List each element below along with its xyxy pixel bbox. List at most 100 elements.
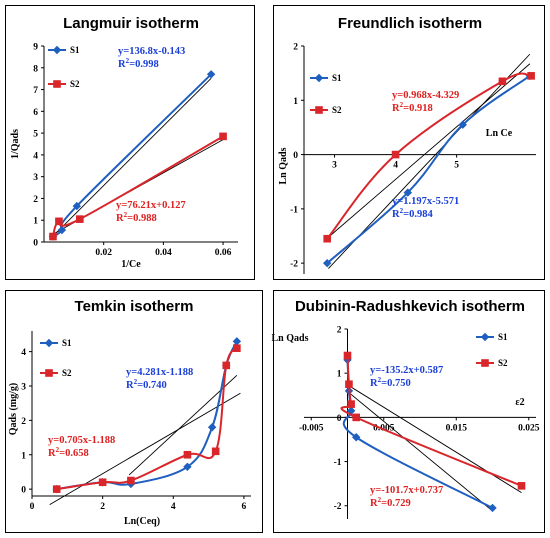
point-s1 — [72, 201, 82, 211]
point-s1 — [44, 338, 54, 348]
point-s2 — [517, 482, 526, 490]
fit-equation-s1: y=-135.2x+0.587 — [370, 365, 443, 376]
x-tick-label: 4 — [393, 161, 398, 171]
freundlich-chart: Freundlich isotherm 3 4 5 -2 -1 0 1 2 Ln Ce Ln Qad… — [278, 15, 536, 274]
legend-marker-s1 — [44, 338, 54, 348]
series-points-s1 — [52, 337, 242, 494]
legend-label-s2: S2 — [498, 358, 508, 368]
point-s2 — [315, 106, 323, 114]
point-s2 — [127, 476, 135, 485]
point-s2 — [343, 351, 352, 360]
legend-label-s1: S1 — [70, 45, 80, 55]
fit-r2-s1: R2=0.998 — [118, 57, 159, 70]
y-axis-label: Ln Qads — [278, 147, 289, 184]
point-s1 — [232, 337, 242, 346]
x-tick-label: 0.04 — [155, 248, 172, 258]
fit-line-s1 — [52, 77, 212, 237]
fit-r2-s1: R2=0.740 — [126, 378, 167, 391]
point-s2 — [49, 232, 57, 241]
fit-line-s1 — [347, 391, 493, 512]
chart-title: Temkin isotherm — [75, 298, 194, 315]
x-axis-label: ε2 — [515, 397, 524, 408]
y-tick-label: 0 — [33, 239, 38, 249]
legend-label-s2: S2 — [62, 368, 72, 378]
x-tick-label: 4 — [171, 502, 176, 512]
point-s2 — [45, 369, 53, 377]
freundlich-panel: Freundlich isotherm 3 4 5 -2 -1 0 1 2 Ln Ce Ln Qad… — [273, 5, 545, 280]
point-s2 — [391, 150, 400, 159]
point-s2 — [76, 215, 84, 223]
fit-line-s2 — [347, 384, 522, 494]
point-s2 — [55, 217, 63, 226]
x-tick-label: 5 — [454, 161, 459, 171]
x-tick-label: 0.005 — [373, 423, 395, 433]
y-tick-label: 3 — [33, 173, 38, 183]
point-s2 — [498, 77, 507, 86]
fit-r2-s2: R2=0.729 — [370, 496, 411, 509]
y-tick-label: -2 — [334, 502, 342, 512]
point-s1 — [352, 433, 361, 442]
y-tick-label: 0 — [21, 486, 26, 496]
x-axis-label: Ln(Ceq) — [124, 516, 160, 527]
point-s1 — [323, 258, 332, 268]
fit-line-s1 — [128, 375, 238, 476]
y-tick-label: 1 — [21, 451, 26, 461]
y-tick-label: -1 — [334, 458, 342, 468]
point-s2 — [222, 361, 231, 370]
legend-marker-s2 — [315, 106, 323, 114]
temkin-chart: Temkin isotherm 0 2 4 6 0 1 2 3 4 Ln(Ceq) Qads (mg/… — [8, 298, 251, 527]
fit-equation-s2: y=-101.7x+0.737 — [370, 485, 443, 496]
y-axis-label: Qads (mg/g) — [8, 383, 19, 436]
x-tick-label: 0.06 — [215, 248, 232, 258]
y-tick-label: 0 — [293, 151, 298, 161]
point-s2 — [183, 450, 192, 459]
x-axis-label: Ln Ce — [486, 128, 513, 139]
y-tick-label: 6 — [33, 108, 38, 118]
y-tick-label: 7 — [33, 86, 38, 96]
y-tick-label: 4 — [21, 348, 26, 358]
y-tick-label: 2 — [33, 195, 38, 205]
point-s1 — [403, 188, 412, 197]
fit-r2-s1: R2=0.750 — [370, 376, 411, 389]
langmuir-chart: Langmuir isotherm 0.02 0.04 0.06 0 1 2 3 4 5 6 7 8 9 1… — [10, 15, 238, 270]
legend-marker-s2 — [53, 80, 61, 88]
dubinin-panel: Dubinin-Radushkevich isotherm -0.005 0.005… — [272, 290, 545, 533]
y-tick-label: 0 — [337, 414, 342, 424]
x-tick-label: 0.015 — [446, 423, 468, 433]
point-s1 — [480, 332, 490, 342]
series-line-s2 — [51, 135, 224, 237]
series-points-s2 — [343, 351, 526, 490]
point-s1 — [206, 70, 216, 79]
x-tick-label: 3 — [332, 161, 337, 171]
chart-title: Langmuir isotherm — [63, 15, 199, 32]
point-s2 — [352, 413, 360, 422]
y-axis-label: 1/Qads — [10, 129, 21, 159]
chart-title: Dubinin-Radushkevich isotherm — [295, 298, 525, 315]
legend-marker-s2 — [481, 359, 489, 367]
point-s2 — [52, 485, 61, 493]
point-s2 — [53, 80, 61, 88]
y-tick-label: -1 — [290, 205, 298, 215]
y-tick-label: 2 — [21, 417, 26, 427]
point-s2 — [323, 234, 331, 243]
chart-title: Freundlich isotherm — [338, 15, 482, 32]
fit-equation-s1: y=1.197x-5.571 — [392, 196, 459, 207]
y-tick-label: 8 — [33, 64, 38, 74]
point-s1 — [346, 406, 356, 415]
legend-label-s2: S2 — [70, 79, 80, 89]
fit-equation-s2: y=0.968x-4.329 — [392, 90, 459, 101]
x-tick-label: 0 — [30, 502, 35, 512]
fit-equation-s1: y=136.8x-0.143 — [118, 46, 185, 57]
point-s2 — [527, 72, 535, 80]
x-tick-label: -0.005 — [299, 423, 324, 433]
point-s1 — [52, 45, 62, 55]
x-axis-label: 1/Ce — [121, 259, 141, 270]
fit-line-s2 — [326, 63, 531, 239]
langmuir-panel: Langmuir isotherm 0.02 0.04 0.06 0 1 2 3 4 5 6 7 8 9 1… — [5, 5, 255, 280]
legend-label-s1: S1 — [332, 73, 342, 83]
series-points-s1 — [323, 71, 535, 268]
point-s1 — [207, 423, 217, 432]
series-points-s2 — [49, 132, 227, 241]
point-s1 — [488, 503, 497, 513]
legend-marker-s2 — [45, 369, 53, 377]
